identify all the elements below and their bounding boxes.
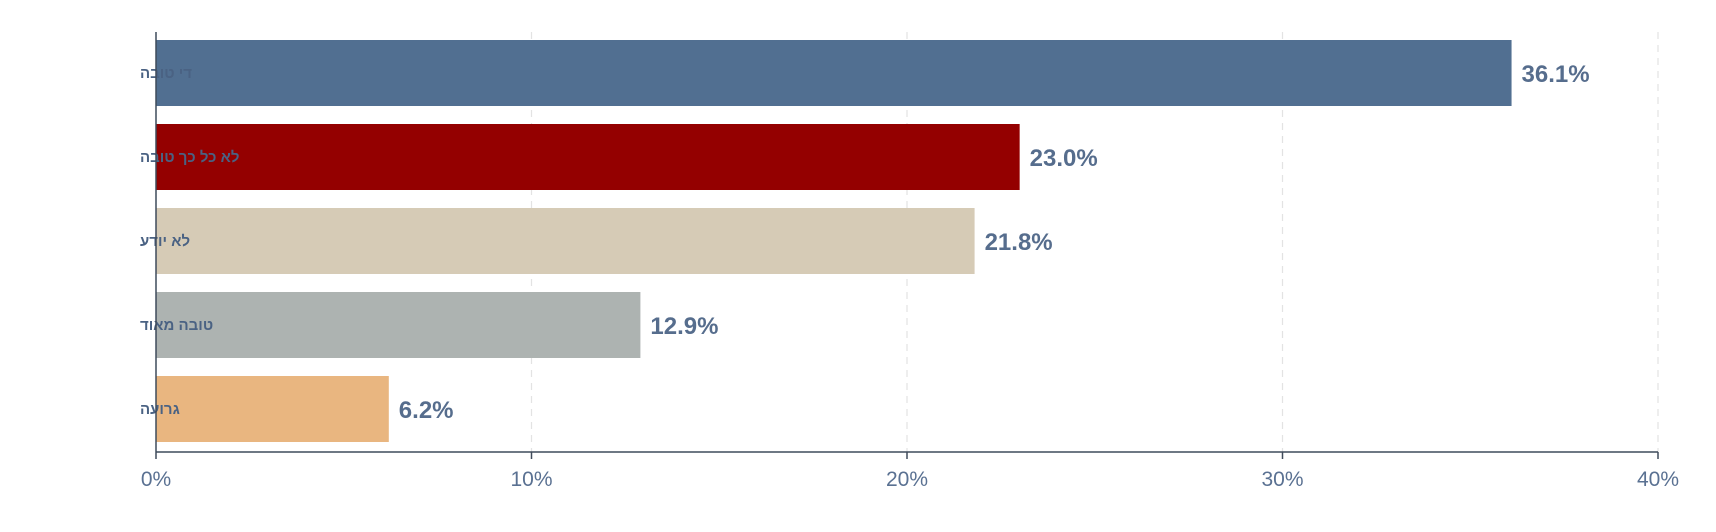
- value-labels: 36.1% 23.0% 21.8% 12.9% 6.2%: [399, 61, 1590, 424]
- category-labels: די טובה לא כל כך טובה לא יודע טובה מאוד גרוע…: [140, 65, 239, 418]
- bar: [156, 208, 975, 274]
- data-label: 36.1%: [1522, 61, 1590, 88]
- category-label: גרועה: [140, 401, 180, 418]
- bar: [156, 40, 1512, 106]
- data-label: 23.0%: [1030, 145, 1098, 172]
- data-label: 21.8%: [985, 229, 1053, 256]
- bar: [156, 124, 1020, 190]
- x-tick-label: 20%: [886, 468, 928, 491]
- x-tick-label: 40%: [1637, 468, 1679, 491]
- data-label: 6.2%: [399, 397, 454, 424]
- x-tick-label: 0%: [141, 468, 171, 491]
- category-label: די טובה: [140, 65, 192, 82]
- x-tick-label: 10%: [510, 468, 552, 491]
- x-tick-label: 30%: [1261, 468, 1303, 491]
- bar: [156, 376, 389, 442]
- category-label: לא יודע: [140, 233, 190, 250]
- category-label: טובה מאוד: [140, 317, 213, 334]
- category-label: לא כל כך טובה: [140, 149, 239, 166]
- x-axis-ticks: 0% 10% 20% 30% 40%: [141, 452, 1679, 491]
- bars: [156, 40, 1512, 442]
- data-label: 12.9%: [650, 313, 718, 340]
- bar: [156, 292, 641, 358]
